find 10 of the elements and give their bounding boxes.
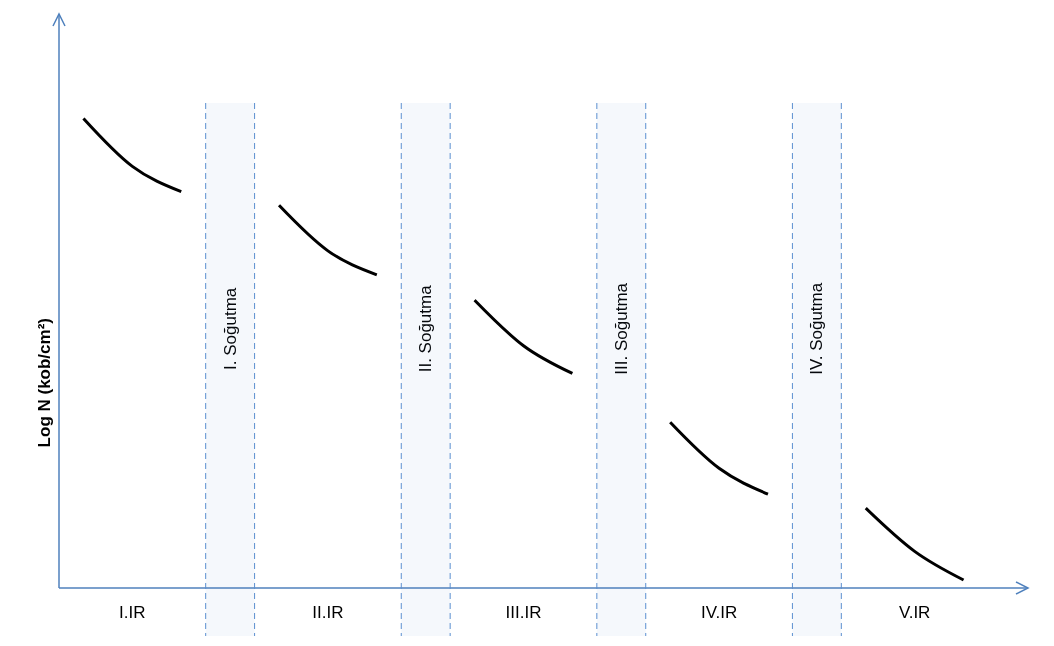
x-tick-label: II.IR [312,603,344,622]
x-tick-label: IV.IR [700,603,738,622]
y-axis-title: Log N (kob/cm²) [35,318,55,448]
x-tick-label: III. Soğutma [611,282,631,375]
x-tick-label: II. Soğutma [416,284,436,373]
x-tick-label: III.IR [505,603,542,622]
x-tick-label: V.IR [898,603,931,622]
x-tick-label: IV. Soğutma [807,282,827,375]
x-tick-label: I. Soğutma [220,287,240,370]
x-tick-label: I.IR [119,603,146,622]
